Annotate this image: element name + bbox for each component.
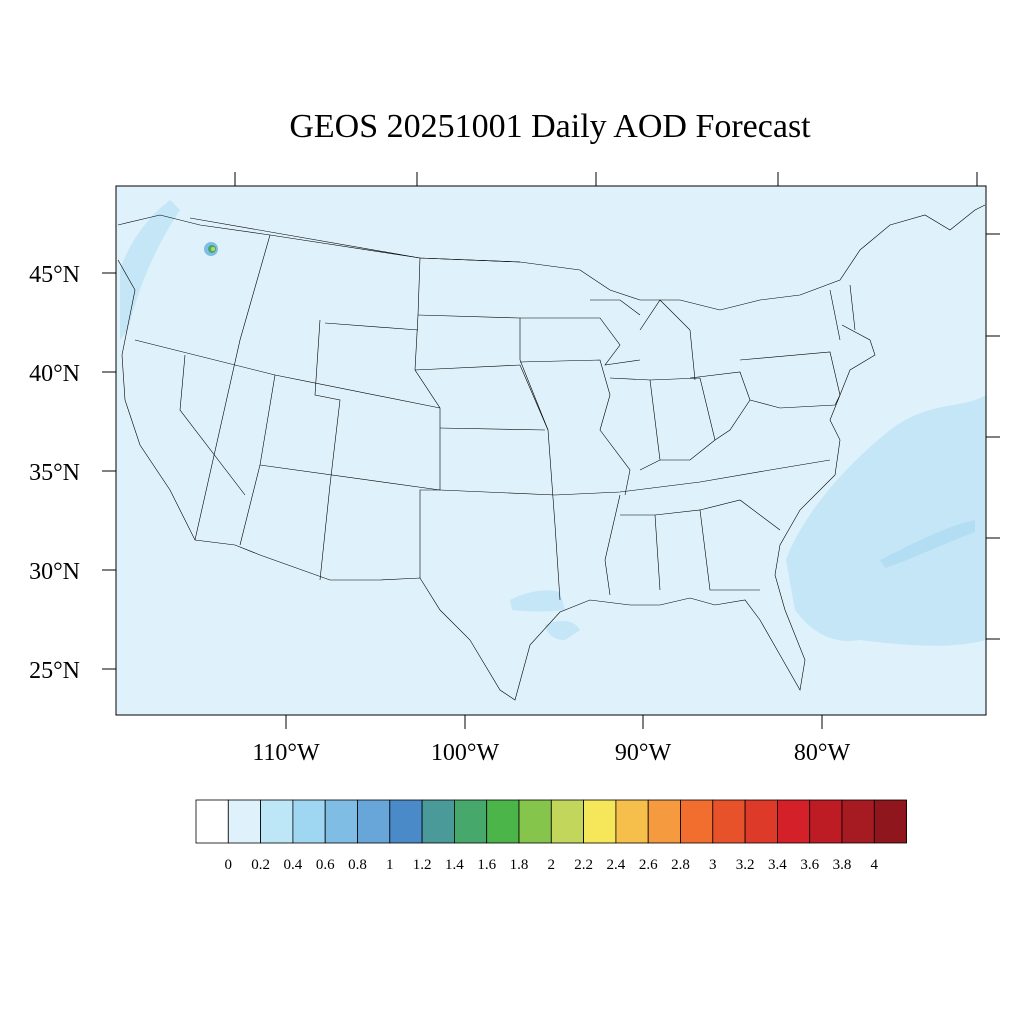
- colorbar-label: 1.6: [477, 857, 496, 873]
- colorbar-label: 0: [225, 857, 233, 873]
- colorbar-label: 2.2: [574, 857, 593, 873]
- colorbar-box: [486, 799, 520, 844]
- lat-label: 30°N: [29, 559, 80, 585]
- lon-label: 110°W: [252, 740, 320, 766]
- colorbar-box: [615, 799, 649, 844]
- colorbar-box: [324, 799, 358, 844]
- atlantic-plume: [786, 395, 986, 646]
- lon-label: 100°W: [431, 740, 500, 766]
- colorbar-box: [421, 799, 455, 844]
- map-frame: [115, 185, 987, 716]
- gulf-plume: [545, 620, 580, 640]
- colorbar-box: [292, 799, 326, 844]
- colorbar-box: [744, 799, 778, 844]
- colorbar-box: [260, 799, 294, 844]
- colorbar: [195, 799, 907, 844]
- colorbar-label: 0.4: [284, 857, 303, 873]
- lon-label: 90°W: [615, 740, 672, 766]
- colorbar-box: [841, 799, 875, 844]
- pacific-plume: [120, 200, 180, 340]
- colorbar-box: [389, 799, 423, 844]
- lat-label: 45°N: [29, 262, 80, 288]
- lat-label: 40°N: [29, 361, 80, 387]
- longitude-labels: 110°W 100°W 90°W 80°W: [252, 740, 850, 766]
- colorbar-box: [647, 799, 681, 844]
- colorbar-box: [583, 799, 617, 844]
- colorbar-label: 1.2: [413, 857, 432, 873]
- colorbar-label: 4: [871, 857, 879, 873]
- lat-label: 25°N: [29, 658, 80, 684]
- colorbar-label: 1: [386, 857, 394, 873]
- colorbar-label: 3.6: [800, 857, 819, 873]
- colorbar-box: [518, 799, 552, 844]
- colorbar-label: 0.8: [348, 857, 367, 873]
- us-outline: [117, 204, 986, 701]
- atlantic-plume-core: [880, 520, 975, 568]
- lon-label: 80°W: [794, 740, 851, 766]
- colorbar-box: [809, 799, 843, 844]
- colorbar-label: 2.6: [639, 857, 658, 873]
- colorbar-label: 3.2: [736, 857, 755, 873]
- lat-label: 35°N: [29, 460, 80, 486]
- map-ticks: [102, 172, 1000, 729]
- colorbar-label: 3: [709, 857, 717, 873]
- aod-plumes: [120, 200, 986, 646]
- state-borders: [117, 204, 986, 701]
- colorbar-label: 3.4: [768, 857, 787, 873]
- colorbar-labels: 0 0.2 0.4 0.6 0.8 1 1.2 1.4 1.6 1.8 2 2.2 2.4 2.6 2.8 3…: [225, 857, 879, 873]
- fire-hotspot-core: [211, 247, 215, 251]
- colorbar-box: [550, 799, 584, 844]
- latitude-labels: 45°N 40°N 35°N 30°N 25°N: [29, 262, 80, 684]
- colorbar-label: 1.4: [445, 857, 464, 873]
- colorbar-box: [777, 799, 811, 844]
- colorbar-box: [680, 799, 714, 844]
- colorbar-box: [712, 799, 746, 844]
- colorbar-label: 1.8: [510, 857, 529, 873]
- map-title: GEOS 20251001 Daily AOD Forecast: [289, 108, 811, 145]
- colorbar-box: [195, 799, 229, 844]
- colorbar-label: 2.4: [607, 857, 626, 873]
- colorbar-box: [453, 799, 488, 844]
- colorbar-label: 3.8: [833, 857, 852, 873]
- colorbar-label: 2: [548, 857, 556, 873]
- colorbar-label: 0.6: [316, 857, 335, 873]
- colorbar-box: [357, 799, 391, 844]
- texas-plume: [510, 590, 565, 612]
- colorbar-box: [873, 799, 907, 844]
- colorbar-label: 2.8: [671, 857, 690, 873]
- colorbar-box: [227, 799, 262, 844]
- colorbar-label: 0.2: [251, 857, 270, 873]
